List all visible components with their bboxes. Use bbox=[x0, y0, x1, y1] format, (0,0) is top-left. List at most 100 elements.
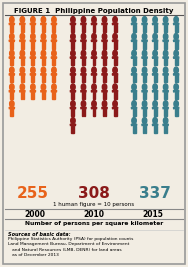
Text: 2015: 2015 bbox=[143, 210, 164, 219]
Circle shape bbox=[132, 50, 136, 57]
Polygon shape bbox=[155, 125, 157, 133]
Polygon shape bbox=[73, 41, 74, 49]
Polygon shape bbox=[30, 74, 36, 75]
Polygon shape bbox=[33, 25, 34, 32]
Polygon shape bbox=[51, 23, 57, 25]
Polygon shape bbox=[173, 107, 179, 109]
Polygon shape bbox=[52, 75, 54, 82]
Polygon shape bbox=[9, 107, 15, 109]
Polygon shape bbox=[81, 107, 86, 109]
Circle shape bbox=[81, 101, 86, 107]
Text: 1 human figure = 10 persons: 1 human figure = 10 persons bbox=[53, 202, 135, 207]
Polygon shape bbox=[154, 125, 155, 133]
Circle shape bbox=[92, 67, 96, 73]
Circle shape bbox=[92, 101, 96, 107]
Polygon shape bbox=[70, 91, 76, 92]
Polygon shape bbox=[92, 25, 94, 32]
Polygon shape bbox=[91, 57, 97, 58]
Polygon shape bbox=[42, 41, 43, 49]
Polygon shape bbox=[91, 107, 97, 109]
Circle shape bbox=[113, 84, 117, 90]
Polygon shape bbox=[70, 107, 76, 109]
Polygon shape bbox=[105, 92, 106, 99]
Polygon shape bbox=[12, 41, 13, 49]
Polygon shape bbox=[71, 109, 73, 116]
Polygon shape bbox=[84, 25, 85, 32]
Circle shape bbox=[20, 50, 25, 57]
Polygon shape bbox=[164, 109, 165, 116]
Polygon shape bbox=[154, 75, 155, 82]
Polygon shape bbox=[131, 124, 137, 125]
Polygon shape bbox=[133, 109, 134, 116]
Polygon shape bbox=[102, 74, 107, 75]
Circle shape bbox=[81, 50, 86, 57]
Polygon shape bbox=[92, 109, 94, 116]
Circle shape bbox=[132, 101, 136, 107]
Polygon shape bbox=[145, 92, 146, 99]
Polygon shape bbox=[103, 58, 104, 65]
Polygon shape bbox=[175, 58, 176, 65]
Polygon shape bbox=[23, 58, 24, 65]
Circle shape bbox=[92, 17, 96, 23]
Polygon shape bbox=[54, 41, 55, 49]
Polygon shape bbox=[21, 41, 22, 49]
Polygon shape bbox=[20, 40, 25, 41]
Polygon shape bbox=[115, 92, 117, 99]
Polygon shape bbox=[9, 40, 15, 41]
Polygon shape bbox=[92, 92, 94, 99]
Polygon shape bbox=[173, 40, 179, 41]
Polygon shape bbox=[163, 40, 168, 41]
Polygon shape bbox=[51, 57, 57, 58]
Polygon shape bbox=[143, 92, 144, 99]
Polygon shape bbox=[30, 40, 36, 41]
Polygon shape bbox=[33, 75, 34, 82]
Circle shape bbox=[113, 67, 117, 73]
Circle shape bbox=[174, 33, 178, 40]
Polygon shape bbox=[54, 92, 55, 99]
Polygon shape bbox=[152, 74, 158, 75]
Circle shape bbox=[31, 67, 35, 73]
Polygon shape bbox=[71, 125, 73, 133]
Polygon shape bbox=[164, 125, 165, 133]
Polygon shape bbox=[94, 41, 96, 49]
Polygon shape bbox=[176, 41, 178, 49]
Polygon shape bbox=[91, 91, 97, 92]
Polygon shape bbox=[166, 41, 167, 49]
Polygon shape bbox=[41, 23, 46, 25]
Polygon shape bbox=[82, 41, 83, 49]
Polygon shape bbox=[54, 58, 55, 65]
Circle shape bbox=[52, 84, 56, 90]
Polygon shape bbox=[131, 107, 137, 109]
Circle shape bbox=[71, 50, 75, 57]
Polygon shape bbox=[12, 92, 13, 99]
Polygon shape bbox=[82, 92, 83, 99]
Polygon shape bbox=[44, 41, 45, 49]
Polygon shape bbox=[33, 58, 34, 65]
Circle shape bbox=[142, 33, 147, 40]
Polygon shape bbox=[115, 75, 117, 82]
Polygon shape bbox=[145, 125, 146, 133]
Polygon shape bbox=[134, 75, 136, 82]
Circle shape bbox=[102, 50, 107, 57]
Polygon shape bbox=[94, 92, 96, 99]
Polygon shape bbox=[134, 41, 136, 49]
Polygon shape bbox=[145, 25, 146, 32]
Polygon shape bbox=[70, 57, 76, 58]
Circle shape bbox=[174, 84, 178, 90]
Polygon shape bbox=[176, 75, 178, 82]
Polygon shape bbox=[133, 58, 134, 65]
Polygon shape bbox=[102, 40, 107, 41]
Polygon shape bbox=[10, 41, 12, 49]
Circle shape bbox=[41, 67, 46, 73]
Polygon shape bbox=[134, 25, 136, 32]
Circle shape bbox=[174, 50, 178, 57]
Polygon shape bbox=[21, 75, 22, 82]
Polygon shape bbox=[154, 41, 155, 49]
Polygon shape bbox=[105, 75, 106, 82]
Polygon shape bbox=[176, 58, 178, 65]
Polygon shape bbox=[92, 41, 94, 49]
Text: 2000: 2000 bbox=[24, 210, 45, 219]
Polygon shape bbox=[102, 107, 107, 109]
Polygon shape bbox=[145, 109, 146, 116]
Polygon shape bbox=[10, 92, 12, 99]
